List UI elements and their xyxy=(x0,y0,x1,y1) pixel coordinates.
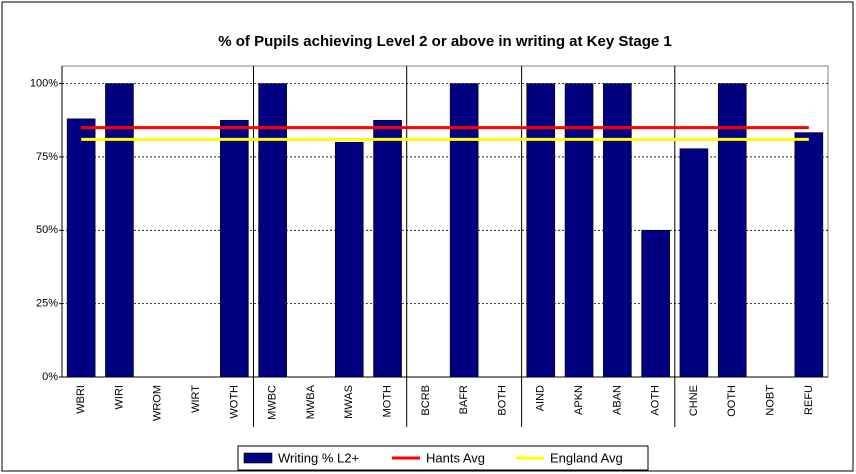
bar xyxy=(717,83,747,378)
x-tick-label: WIRT xyxy=(190,385,202,413)
x-tick-label: BOTH xyxy=(496,385,508,416)
bar xyxy=(66,118,96,378)
x-tick-label: CHNE xyxy=(688,385,700,416)
x-tick-label: WROM xyxy=(152,385,164,421)
bar xyxy=(564,83,594,378)
bar xyxy=(105,83,134,378)
x-tick-label: MWBC xyxy=(267,385,279,420)
x-tick-label: BAFR xyxy=(458,385,470,414)
y-tick-label: 100% xyxy=(30,78,58,90)
bar xyxy=(449,83,479,378)
x-tick-label: WIRI xyxy=(113,385,125,409)
x-tick-label: AOTH xyxy=(650,385,662,416)
legend-label: Hants Avg xyxy=(426,450,485,465)
x-tick-label: APKN xyxy=(573,385,585,415)
legend-swatch xyxy=(243,452,273,464)
x-tick-label: OOTH xyxy=(726,385,738,417)
y-tick-label: 0% xyxy=(42,371,58,383)
x-tick-label: WOTH xyxy=(228,385,240,419)
plot-area xyxy=(61,65,829,378)
legend-box xyxy=(237,445,649,471)
x-tick-label: ABAN xyxy=(611,385,623,415)
x-tick-label: MWAS xyxy=(343,385,355,419)
bar xyxy=(794,132,824,378)
x-tick-label: MOTH xyxy=(381,385,393,417)
bar xyxy=(679,148,709,378)
chart-title: % of Pupils achieving Level 2 or above i… xyxy=(218,33,671,50)
x-tick-label: WBRI xyxy=(75,385,87,414)
x-tick-label: MWBA xyxy=(305,384,317,419)
legend-label: Writing % L2+ xyxy=(278,450,359,465)
y-tick-label: 75% xyxy=(36,151,58,163)
bar xyxy=(258,83,287,378)
bar xyxy=(603,83,632,378)
y-tick-label: 25% xyxy=(36,298,58,310)
bar xyxy=(526,83,556,378)
x-tick-label: BCRB xyxy=(420,385,432,416)
legend-label: England Avg xyxy=(550,450,623,465)
x-tick-label: REFU xyxy=(803,385,815,415)
bar xyxy=(220,119,249,378)
x-tick-label: NOBT xyxy=(764,385,776,416)
x-tick-label: AIND xyxy=(535,385,547,411)
bar xyxy=(373,119,402,378)
bar xyxy=(334,141,364,378)
y-tick-label: 50% xyxy=(36,224,58,236)
bar xyxy=(641,230,670,378)
